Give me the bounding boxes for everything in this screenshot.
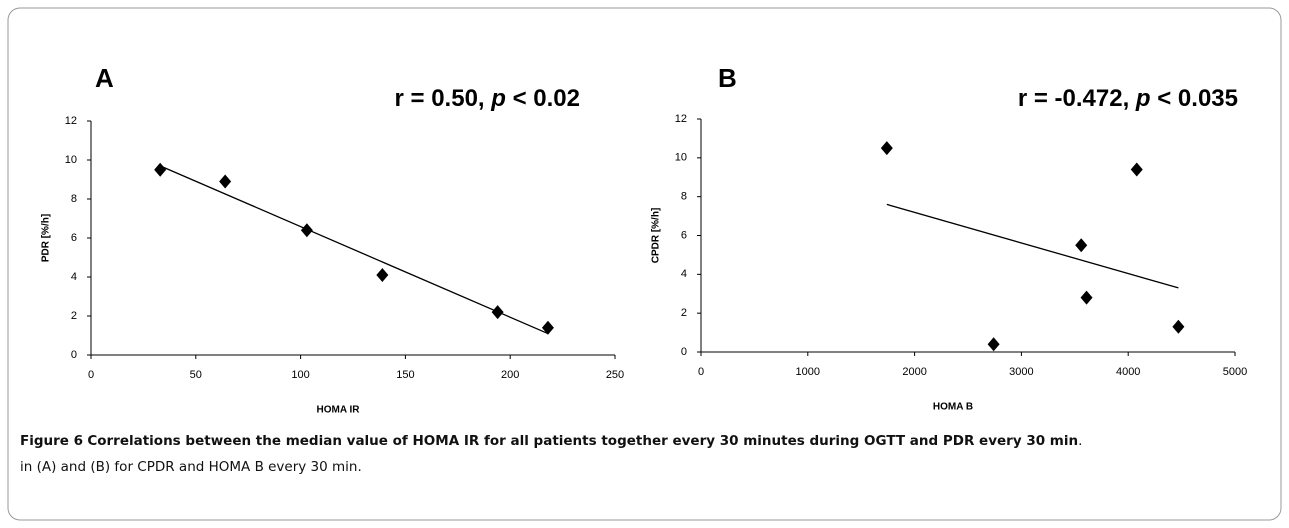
- annotation-part: r = 0.50,: [395, 85, 492, 112]
- x-tick-label: 4000: [1116, 366, 1140, 378]
- annotation-part: p: [490, 85, 506, 112]
- trendline: [159, 165, 549, 335]
- x-tick-label: 0: [88, 369, 94, 381]
- trendline: [886, 203, 1179, 289]
- y-tick-label: 2: [681, 307, 687, 319]
- x-tick-label: 200: [501, 369, 519, 381]
- point: [154, 162, 167, 177]
- caption-title: Correlations between the median value of…: [87, 433, 1079, 449]
- x-tick-label: 0: [698, 366, 704, 378]
- y-tick-label: 6: [71, 232, 77, 244]
- point: [491, 305, 504, 320]
- y-tick-label: 4: [681, 268, 687, 280]
- y-tick-label: 2: [71, 310, 77, 322]
- y-tick-label: 10: [675, 152, 687, 164]
- annotation-part: p: [1135, 85, 1151, 112]
- caption-label: Figure 6: [20, 433, 84, 449]
- point: [987, 337, 1000, 352]
- point: [1080, 290, 1093, 305]
- frame: [7, 7, 1282, 521]
- x-tick-label: 1000: [796, 366, 820, 378]
- y-tick-label: 4: [71, 271, 77, 283]
- y-tick-label: 8: [681, 191, 687, 203]
- y-tick-label: 10: [65, 154, 77, 166]
- annotation-part: r = -0.472,: [1018, 85, 1136, 112]
- caption-text: .: [1078, 433, 1083, 449]
- annotation: r = 0.50, p < 0.02: [395, 85, 580, 112]
- caption-text: in (A) and (B) for CPDR and HOMA B every…: [20, 459, 362, 475]
- y-axis-label: PDR [%/h]: [41, 214, 52, 262]
- caption: Figure 6 Correlations between the median…: [20, 428, 1280, 480]
- y-tick-label: 8: [71, 193, 77, 205]
- point: [300, 223, 313, 238]
- y-tick-label: 0: [71, 349, 77, 361]
- point: [1172, 319, 1185, 334]
- x-tick-label: 5000: [1223, 366, 1247, 378]
- x-axis-label: HOMA B: [933, 402, 973, 413]
- y-tick-label: 6: [681, 229, 687, 241]
- annotation: r = -0.472, p < 0.035: [1018, 85, 1238, 112]
- point: [880, 141, 893, 156]
- x-tick-label: 250: [606, 369, 624, 381]
- annotation-part: < 0.035: [1151, 85, 1238, 112]
- y-axis-label: CPDR [%/h]: [651, 208, 662, 264]
- point: [219, 174, 232, 189]
- point: [1130, 162, 1143, 177]
- point: [541, 320, 554, 335]
- y-tick-label: 0: [681, 346, 687, 358]
- point: [1075, 238, 1088, 253]
- panel-label: A: [95, 63, 114, 93]
- y-tick-label: 12: [65, 115, 77, 127]
- x-tick-label: 150: [396, 369, 414, 381]
- panel-label: B: [718, 63, 737, 93]
- annotation-part: < 0.02: [506, 85, 580, 112]
- x-tick-label: 100: [291, 369, 309, 381]
- x-axis-label: HOMA IR: [317, 405, 361, 416]
- y-tick-label: 12: [675, 113, 687, 125]
- x-tick-label: 3000: [1009, 366, 1033, 378]
- point: [376, 268, 389, 283]
- x-tick-label: 50: [190, 369, 202, 381]
- x-tick-label: 2000: [902, 366, 926, 378]
